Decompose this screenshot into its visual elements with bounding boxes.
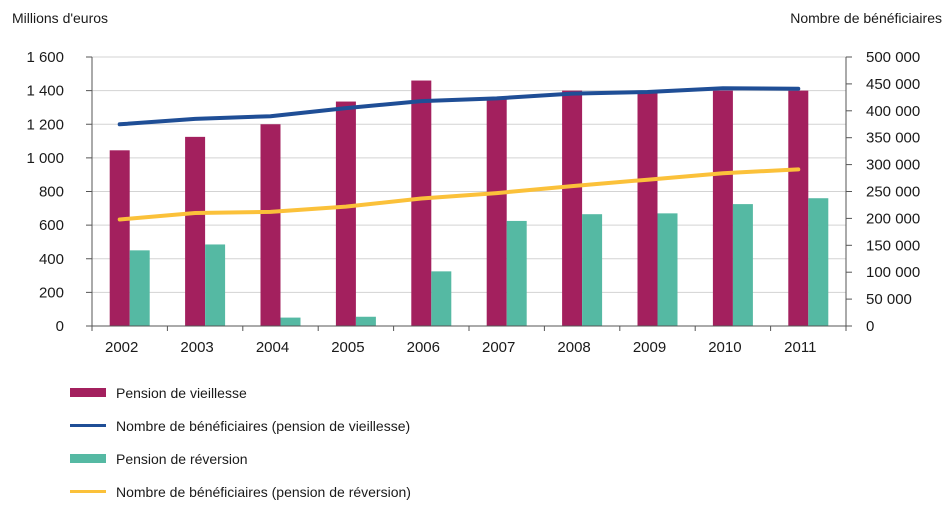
x-tick-label: 2006 — [407, 339, 440, 356]
bar-reversion — [732, 204, 753, 326]
y-left-tick-label: 0 — [56, 318, 64, 335]
y-right-tick-label: 300 000 — [866, 157, 920, 174]
x-tick-label: 2008 — [557, 339, 590, 356]
bar-vieillesse — [788, 90, 809, 326]
y-right-tick-label: 450 000 — [866, 76, 920, 93]
axes — [86, 56, 852, 331]
bar-reversion — [582, 214, 603, 326]
bar-reversion — [431, 271, 452, 326]
bar-vieillesse — [260, 124, 281, 326]
bar-reversion — [506, 220, 527, 326]
legend-label-beneficiaires-reversion: Nombre de bénéficiaires (pension de réve… — [116, 483, 411, 500]
legend-swatch-beneficiaires-reversion — [70, 490, 106, 493]
x-tick-label: 2002 — [105, 339, 138, 356]
legend-label-vieillesse: Pension de vieillesse — [116, 384, 247, 401]
bar-reversion — [355, 316, 376, 326]
bar-vieillesse — [411, 80, 432, 326]
y-right-tick-label: 400 000 — [866, 103, 920, 120]
y-left-tick-label: 200 — [39, 284, 64, 301]
y-left-tick-label: 1 000 — [26, 150, 64, 167]
legend-item-beneficiaires-vieillesse: Nombre de bénéficiaires (pension de viei… — [70, 415, 411, 436]
bar-vieillesse — [637, 93, 658, 326]
legend-item-beneficiaires-reversion: Nombre de bénéficiaires (pension de réve… — [70, 481, 411, 502]
legend-item-reversion: Pension de réversion — [70, 448, 411, 469]
line-beneficiaires-vieillesse — [117, 86, 801, 127]
bar-vieillesse — [486, 97, 507, 326]
legend-swatch-vieillesse — [70, 388, 106, 397]
legend-swatch-reversion — [70, 454, 106, 463]
y-right-axis-title: Nombre de bénéficiaires — [790, 10, 942, 26]
y-left-axis-title: Millions d'euros — [12, 10, 109, 26]
x-tick-label: 2007 — [482, 339, 515, 356]
x-tick-label: 2003 — [180, 339, 213, 356]
line-beneficiaires-reversion — [117, 167, 801, 222]
y-right-tick-label: 500 000 — [866, 49, 920, 66]
bar-vieillesse — [185, 136, 206, 326]
y-left-tick-label: 800 — [39, 184, 64, 201]
y-left-tick-label: 600 — [39, 217, 64, 234]
tick-labels: 0 200 400 600 800 1 000 1 200 1 400 1 600 0 50 000… — [26, 49, 920, 356]
legend-item-vieillesse: Pension de vieillesse — [70, 382, 411, 403]
x-tick-label: 2005 — [331, 339, 364, 356]
y-right-tick-label: 0 — [866, 318, 874, 335]
y-right-tick-label: 250 000 — [866, 184, 920, 201]
y-right-tick-label: 350 000 — [866, 130, 920, 147]
bars — [109, 80, 829, 326]
bar-reversion — [657, 213, 678, 326]
legend-label-reversion: Pension de réversion — [116, 450, 248, 467]
bar-reversion — [280, 317, 301, 326]
y-right-tick-label: 200 000 — [866, 210, 920, 227]
bar-vieillesse — [335, 101, 356, 326]
y-right-tick-label: 150 000 — [866, 237, 920, 254]
legend-label-beneficiaires-vieillesse: Nombre de bénéficiaires (pension de viei… — [116, 417, 411, 434]
y-left-tick-label: 400 — [39, 251, 64, 268]
y-right-tick-label: 100 000 — [866, 264, 920, 281]
x-tick-label: 2010 — [708, 339, 741, 356]
y-left-tick-label: 1 200 — [26, 116, 64, 133]
x-tick-label: 2009 — [633, 339, 666, 356]
bar-vieillesse — [712, 90, 733, 326]
x-tick-label: 2011 — [784, 339, 816, 356]
bar-vieillesse — [109, 150, 130, 326]
legend: Pension de vieillesse Nombre de bénéfici… — [70, 382, 411, 514]
series-lines — [117, 86, 801, 222]
y-left-tick-label: 1 400 — [26, 83, 64, 100]
x-tick-label: 2004 — [256, 339, 289, 356]
bar-reversion — [808, 198, 829, 326]
y-right-tick-label: 50 000 — [866, 291, 912, 308]
bar-vieillesse — [562, 90, 583, 326]
bar-reversion — [205, 244, 226, 326]
bar-reversion — [129, 250, 150, 326]
legend-swatch-beneficiaires-vieillesse — [70, 424, 106, 427]
y-left-tick-label: 1 600 — [26, 49, 64, 66]
